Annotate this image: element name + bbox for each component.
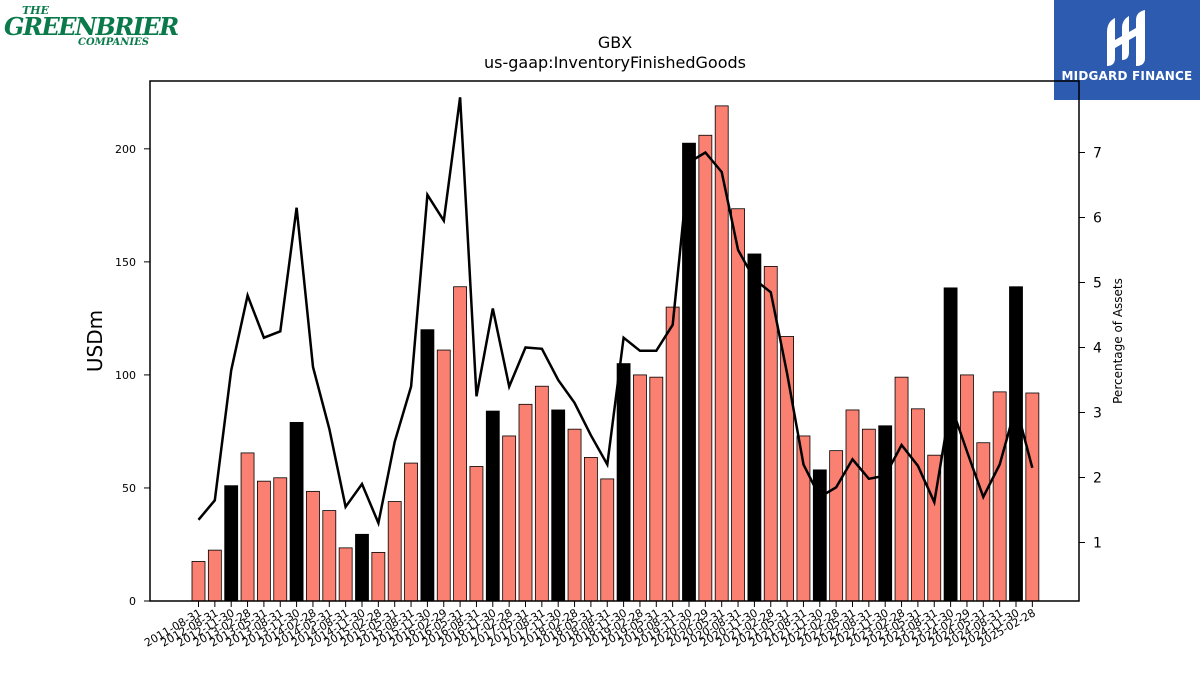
- y-tick-label: 150: [115, 256, 136, 269]
- bar: [1025, 392, 1040, 602]
- y-axis-right-label: Percentage of Assets: [1111, 278, 1125, 404]
- bar: [551, 409, 566, 602]
- bar: [616, 363, 631, 602]
- bar: [714, 105, 729, 602]
- bar: [420, 329, 435, 602]
- greenbrier-logo: THE GREENBRIER COMPANIES: [4, 4, 179, 54]
- bar: [240, 452, 255, 602]
- bar: [289, 421, 304, 602]
- y-right-tick-label: 1: [1093, 536, 1102, 552]
- greenbrier-logo-the: THE: [22, 4, 49, 17]
- plot-frame: [149, 80, 1080, 602]
- bar: [355, 533, 369, 602]
- bar: [453, 286, 468, 602]
- y-tick-label: 200: [115, 143, 136, 156]
- bar: [878, 425, 893, 602]
- bar: [322, 510, 337, 602]
- bar: [191, 561, 206, 602]
- bar: [502, 435, 517, 602]
- bar: [747, 253, 762, 602]
- bar: [534, 385, 549, 602]
- y-tick-label: 0: [129, 595, 136, 608]
- y-right-tick-label: 5: [1093, 276, 1102, 292]
- y-axis-left: 0 50 100 150 200: [115, 143, 150, 608]
- greenbrier-logo-name: GREENBRIER: [4, 12, 179, 41]
- x-axis: 2011-08-312012-08-312012-11-302013-02-28…: [142, 601, 1038, 650]
- bar: [894, 376, 909, 602]
- bar: [584, 457, 598, 602]
- bar: [207, 549, 222, 602]
- bar: [845, 409, 860, 602]
- bar: [960, 374, 974, 602]
- bar: [976, 442, 991, 602]
- y-right-tick-label: 7: [1093, 146, 1102, 162]
- y-axis-label: USDm: [83, 310, 107, 372]
- midgard-m-icon: [1107, 10, 1145, 66]
- bar: [600, 478, 615, 602]
- bar: [518, 403, 533, 602]
- bar: [404, 462, 418, 602]
- bar: [731, 208, 745, 602]
- bar: [224, 485, 239, 602]
- bar: [943, 287, 958, 602]
- bar: [1009, 286, 1023, 602]
- bar: [665, 306, 680, 602]
- bar: [649, 376, 664, 602]
- y-right-tick-label: 3: [1093, 406, 1102, 422]
- bar: [256, 480, 271, 602]
- bar: [469, 466, 484, 602]
- y-tick-label: 100: [115, 369, 136, 382]
- bar-series: [191, 105, 1040, 602]
- midgard-logo-name: MIDGARD FINANCE: [1061, 69, 1193, 83]
- bar: [861, 428, 876, 602]
- bar: [436, 349, 451, 602]
- y-right-tick-label: 2: [1093, 471, 1102, 487]
- y-right-tick-label: 6: [1093, 211, 1102, 227]
- y-axis-right: 1 2 3 4 5 6 7: [1079, 146, 1102, 552]
- y-tick-label: 50: [122, 482, 136, 495]
- bar: [829, 450, 844, 602]
- bar: [567, 428, 582, 602]
- bar: [338, 547, 353, 602]
- bar: [911, 408, 925, 602]
- chart-title: GBX: [598, 33, 632, 52]
- bar: [633, 374, 647, 602]
- series-line: [197, 97, 1034, 528]
- chart-subtitle: us-gaap:InventoryFinishedGoods: [484, 53, 746, 72]
- bar: [306, 490, 320, 602]
- bar: [698, 134, 713, 602]
- bar: [371, 551, 386, 602]
- bar: [273, 477, 288, 602]
- bar: [992, 391, 1007, 602]
- bar: [485, 410, 500, 602]
- y-right-tick-label: 4: [1093, 341, 1102, 357]
- line-series: [197, 97, 1034, 528]
- bar: [387, 501, 402, 602]
- greenbrier-logo-sub: COMPANIES: [78, 37, 149, 48]
